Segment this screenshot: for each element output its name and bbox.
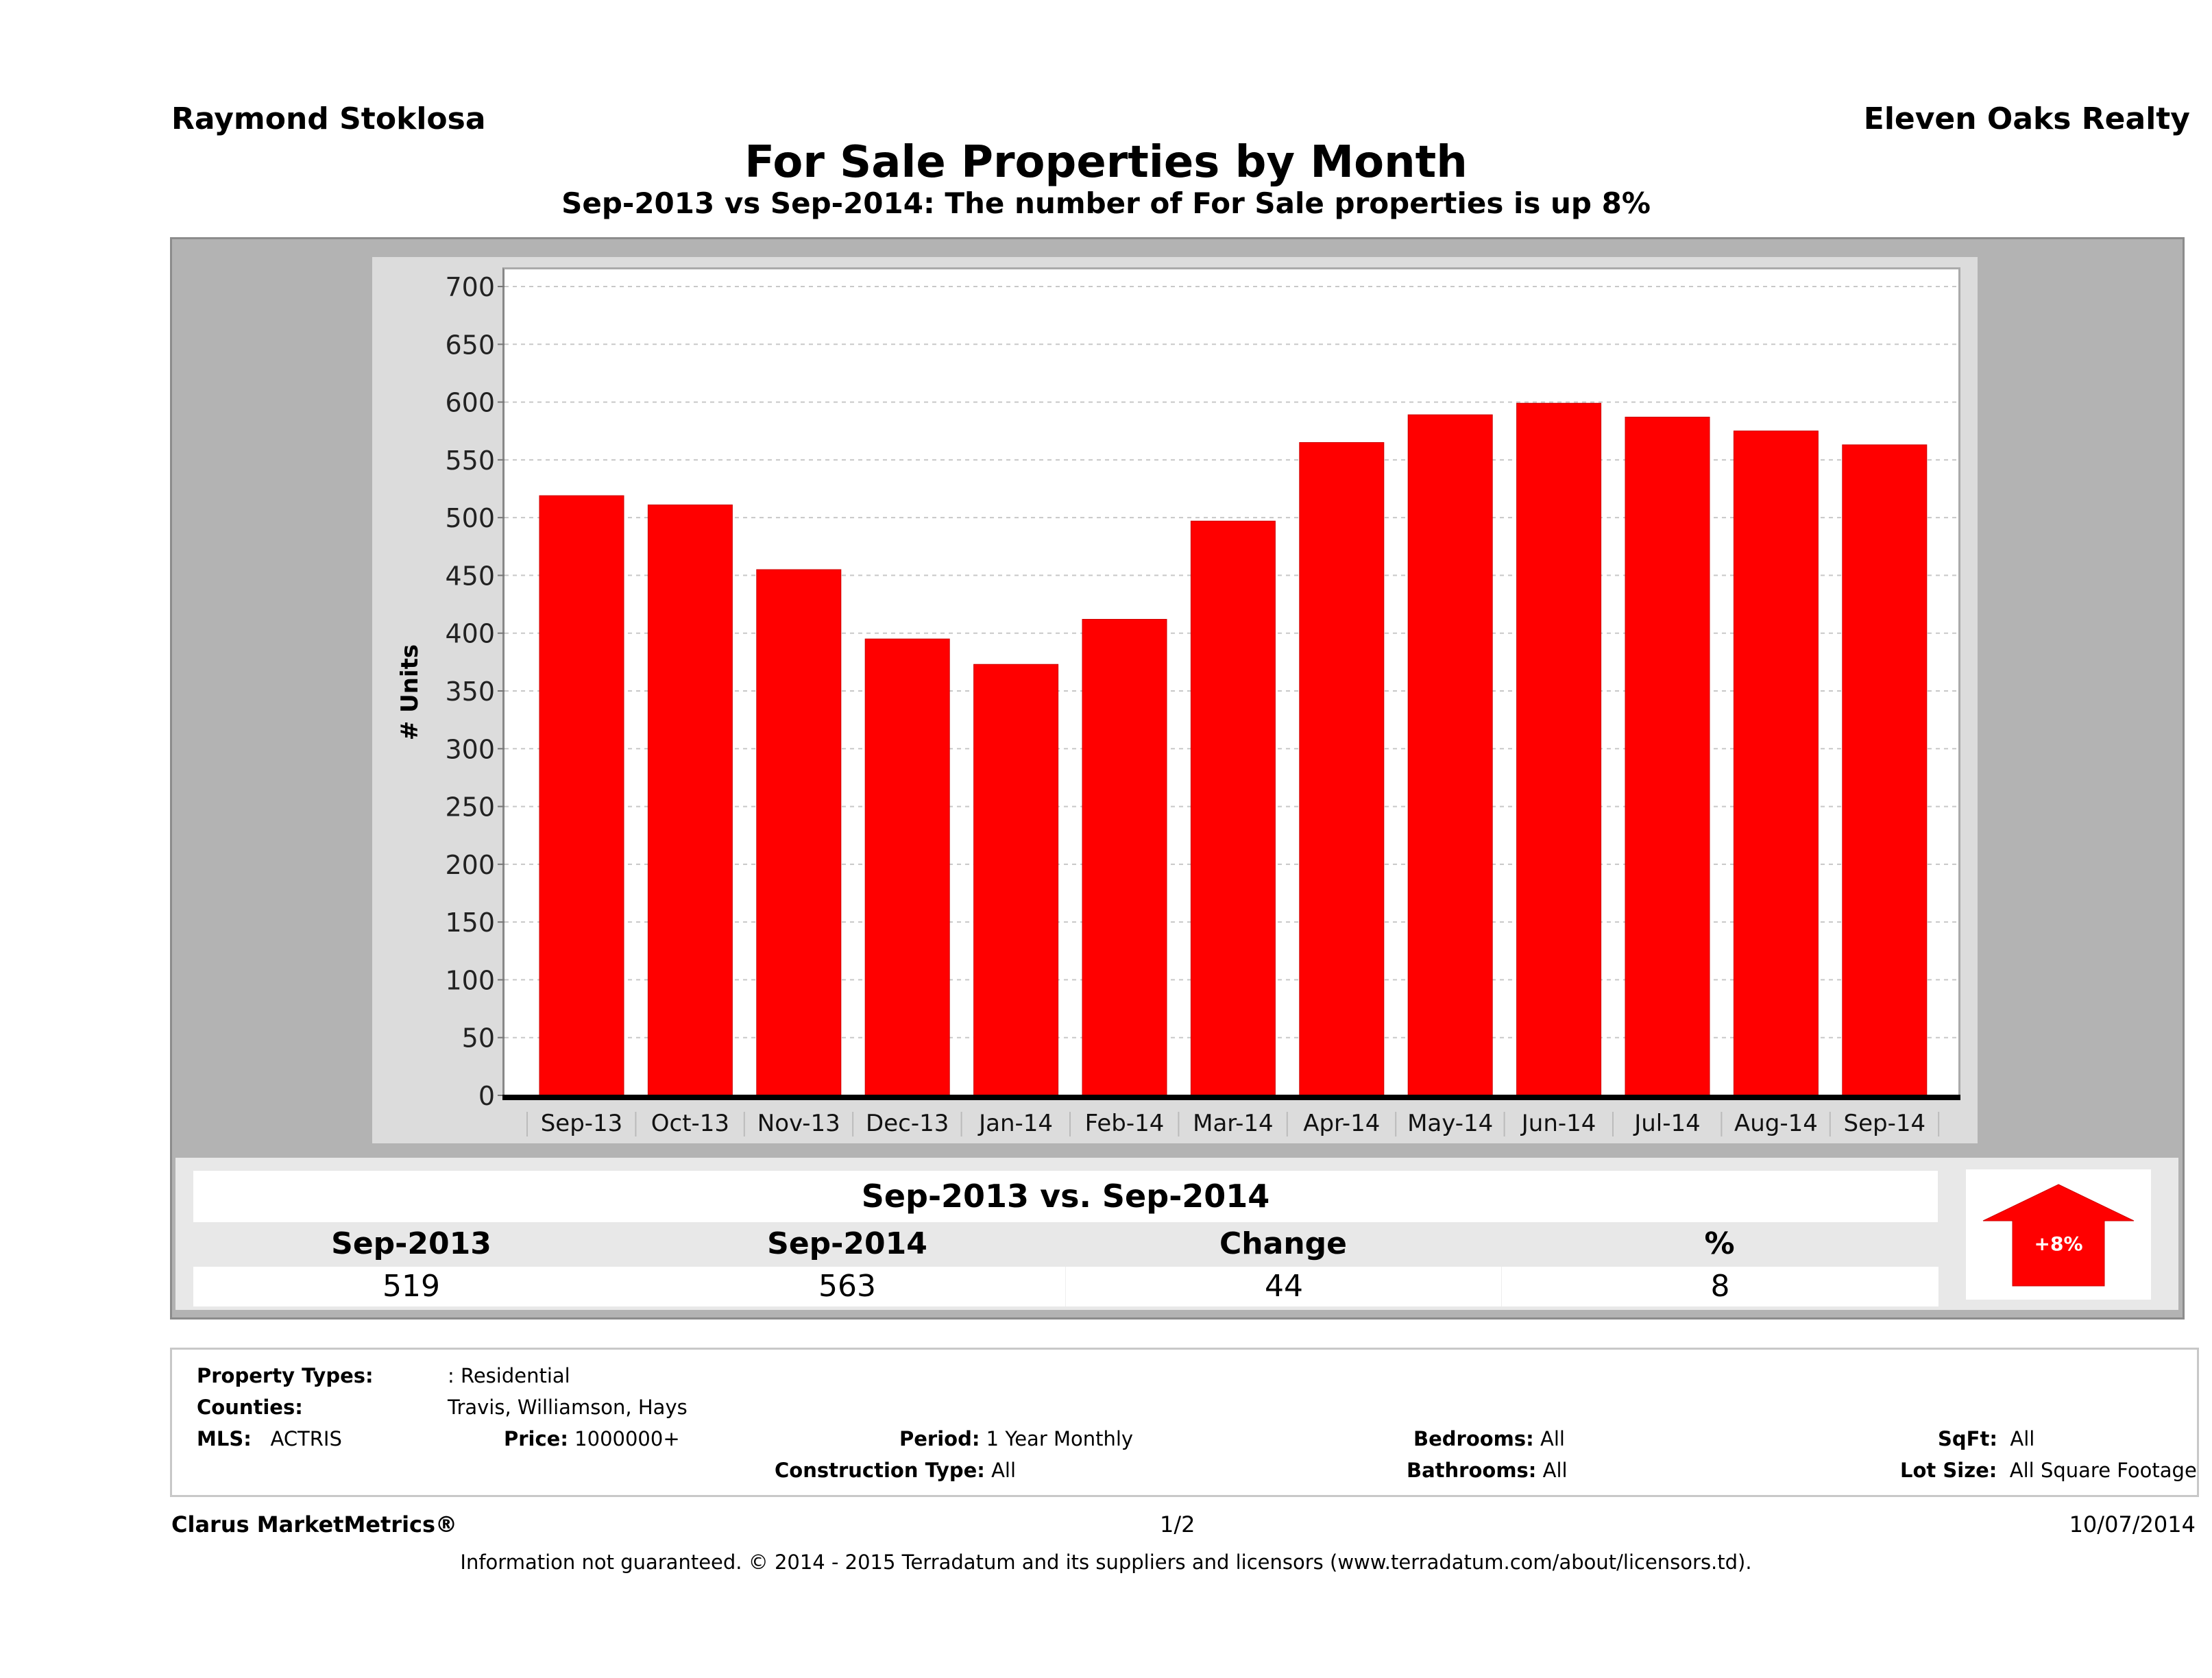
change-badge: +8% — [1966, 1169, 2151, 1300]
bar — [1299, 442, 1385, 1096]
bar — [647, 504, 733, 1096]
change-badge-label: +8% — [2034, 1232, 2083, 1255]
criteria-property-types-label: Property Types: — [197, 1364, 374, 1387]
summary-value-start: 519 — [193, 1267, 629, 1306]
y-tick-label: 700 — [445, 272, 495, 302]
criteria-property-types-value: : Residential — [448, 1364, 570, 1387]
bar-layer — [539, 402, 1928, 1096]
x-tick-label: Jun-14 — [1520, 1110, 1596, 1137]
summary-value-change: 44 — [1065, 1267, 1502, 1306]
criteria-sqft: SqFt: All — [1938, 1427, 2035, 1450]
bar — [864, 638, 950, 1096]
criteria-bedrooms: Bedrooms: All — [1413, 1427, 1565, 1450]
bar — [1407, 414, 1493, 1096]
bar — [1516, 402, 1602, 1096]
y-tick-label: 400 — [445, 619, 495, 649]
company-name: Eleven Oaks Realty — [1863, 101, 2190, 136]
summary-value-percent: 8 — [1501, 1267, 1938, 1306]
y-tick-label: 350 — [445, 677, 495, 707]
y-tick-label: 100 — [445, 965, 495, 995]
criteria-price: Price: 1000000+ — [504, 1427, 680, 1450]
summary-header-change: Change — [1219, 1226, 1347, 1261]
summary-title: Sep-2013 vs. Sep-2014 — [193, 1171, 1938, 1222]
x-tick-label: Feb-14 — [1085, 1110, 1165, 1137]
x-tick-label: Jan-14 — [977, 1110, 1053, 1137]
bar — [1733, 430, 1819, 1096]
arrow-up-icon: +8% — [1982, 1184, 2135, 1287]
x-tick-label: Aug-14 — [1734, 1110, 1818, 1137]
y-tick-label: 0 — [478, 1081, 495, 1111]
criteria-bathrooms: Bathrooms: All — [1407, 1459, 1568, 1482]
y-tick-label: 250 — [445, 792, 495, 823]
criteria-counties-label: Counties: — [197, 1396, 303, 1419]
x-tick-label: May-14 — [1407, 1110, 1493, 1137]
x-tick-label: Nov-13 — [757, 1110, 840, 1137]
chart-title: For Sale Properties by Month — [744, 137, 1468, 188]
chart-subtitle: Sep-2013 vs Sep-2014: The number of For … — [561, 186, 1651, 220]
x-tick-label: Apr-14 — [1303, 1110, 1380, 1137]
bar — [1842, 444, 1928, 1096]
criteria-lot-size: Lot Size: All Square Footage — [1900, 1459, 2197, 1482]
x-tick-label: Sep-14 — [1843, 1110, 1925, 1137]
disclaimer: Information not guaranteed. © 2014 - 201… — [460, 1551, 1752, 1574]
report-date: 10/07/2014 — [2069, 1511, 2196, 1537]
summary-header-percent: % — [1704, 1226, 1735, 1261]
criteria-mls: MLS: ACTRIS — [197, 1427, 342, 1450]
criteria-construction: Construction Type: All — [775, 1459, 1017, 1482]
summary-value-end: 563 — [629, 1267, 1065, 1306]
x-tick-label: Sep-13 — [541, 1110, 623, 1137]
agent-name: Raymond Stoklosa — [171, 101, 486, 136]
y-tick-label: 550 — [445, 446, 495, 476]
x-tick-label: Oct-13 — [651, 1110, 729, 1137]
axis-layer: 0 50 100 150 200 250 300 350 400 450 500 550 600 650 7… — [445, 272, 1960, 1137]
y-tick-label: 600 — [445, 388, 495, 418]
y-tick-label: 300 — [445, 734, 495, 764]
page-number: 1/2 — [1160, 1511, 1195, 1537]
bar — [756, 569, 842, 1096]
criteria-box — [170, 1348, 2199, 1497]
y-tick-label: 50 — [462, 1023, 495, 1054]
y-tick-label: 150 — [445, 908, 495, 938]
summary-header-start: Sep-2013 — [331, 1226, 491, 1261]
criteria-counties-value: Travis, Williamson, Hays — [448, 1396, 688, 1419]
bar — [1082, 618, 1167, 1096]
criteria-period: Period: 1 Year Monthly — [899, 1427, 1134, 1450]
summary-header-end: Sep-2014 — [767, 1226, 927, 1261]
footer-brand: Clarus MarketMetrics® — [171, 1511, 458, 1537]
y-tick-label: 500 — [445, 503, 495, 533]
bar — [1625, 416, 1710, 1096]
x-tick-label: Jul-14 — [1633, 1110, 1701, 1137]
x-tick-label: Dec-13 — [866, 1110, 949, 1137]
y-tick-label: 200 — [445, 850, 495, 880]
y-tick-label: 450 — [445, 561, 495, 591]
y-tick-label: 650 — [445, 330, 495, 360]
bar — [973, 664, 1059, 1096]
x-tick-label: Mar-14 — [1193, 1110, 1274, 1137]
bar — [539, 495, 624, 1096]
bar — [1190, 520, 1276, 1096]
